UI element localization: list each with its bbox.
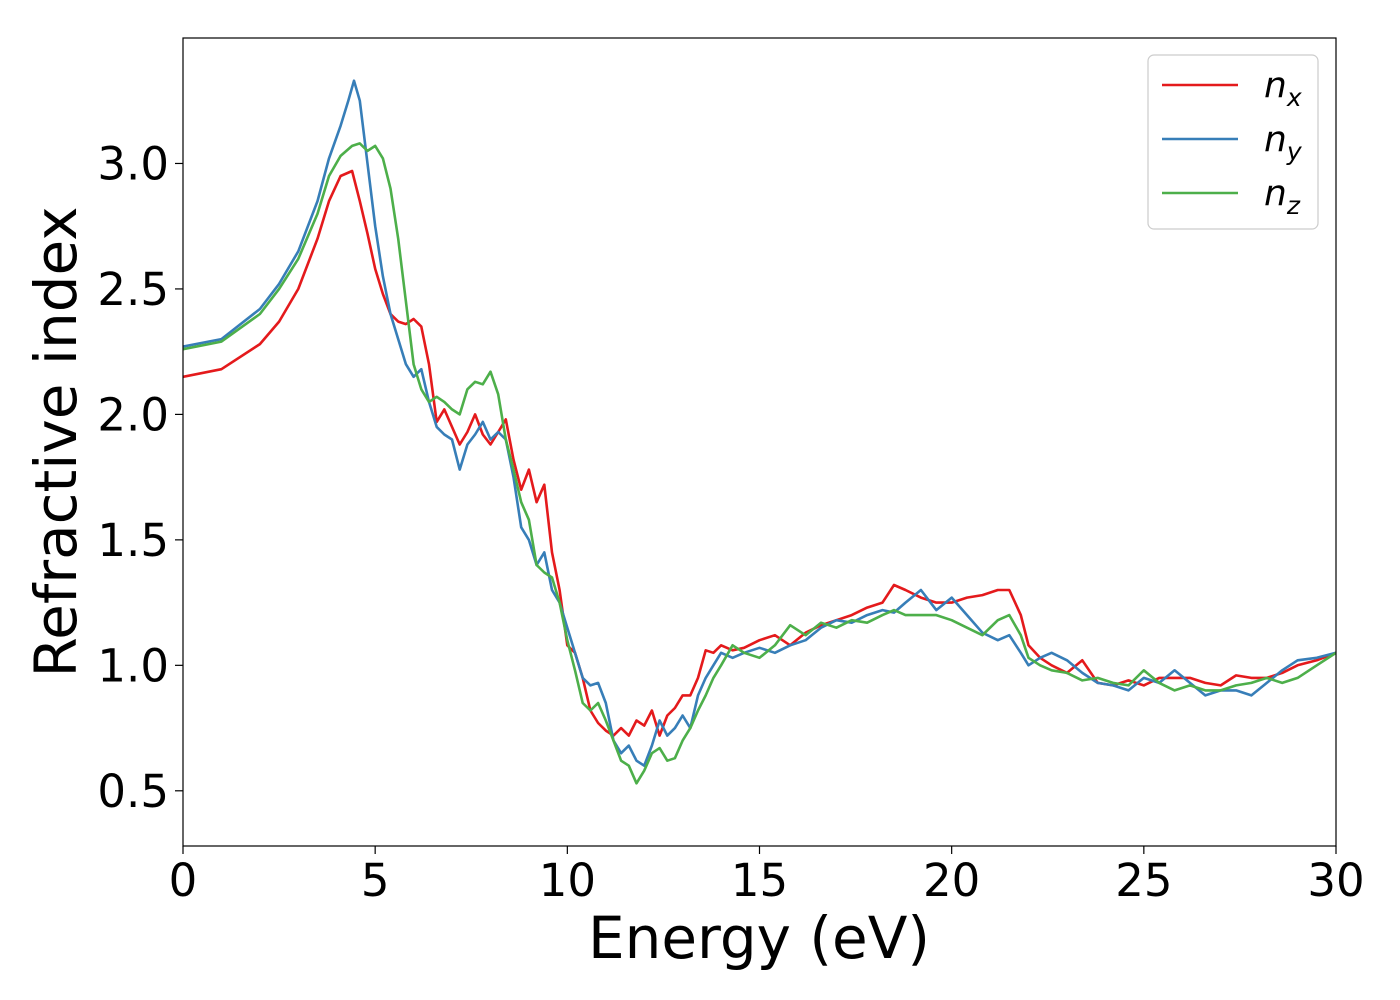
y-tick-label: 3.0 bbox=[97, 137, 169, 190]
series-line-ny bbox=[183, 79, 1336, 768]
x-tick-label: 20 bbox=[923, 854, 980, 907]
x-tick-label: 5 bbox=[361, 854, 390, 907]
y-tick-label: 0.5 bbox=[97, 765, 169, 818]
x-axis: 0 5 10 15 20 25 30 bbox=[169, 846, 1365, 907]
series-line-nz bbox=[183, 142, 1336, 785]
y-axis: 0.5 1.0 1.5 2.0 2.5 3.0 bbox=[97, 137, 183, 818]
legend-label-nz: nz bbox=[1264, 173, 1301, 220]
y-tick-label: 1.5 bbox=[97, 514, 169, 567]
series-layer bbox=[183, 79, 1336, 785]
legend-label-nx: nx bbox=[1264, 65, 1302, 112]
y-axis-label: Refractive index bbox=[22, 206, 90, 677]
x-tick-label: 30 bbox=[1307, 854, 1364, 907]
y-tick-label: 1.0 bbox=[97, 639, 169, 692]
y-tick-label: 2.5 bbox=[97, 263, 169, 316]
x-tick-label: 15 bbox=[731, 854, 788, 907]
y-tick-label: 2.0 bbox=[97, 388, 169, 441]
x-tick-label: 25 bbox=[1115, 854, 1172, 907]
series-line-nx bbox=[183, 169, 1336, 737]
legend-label-ny: ny bbox=[1264, 119, 1303, 166]
x-tick-label: 0 bbox=[169, 854, 198, 907]
x-axis-label: Energy (eV) bbox=[588, 904, 930, 972]
legend-box bbox=[1147, 54, 1319, 230]
legend: nx ny nz bbox=[1147, 54, 1319, 230]
x-tick-label: 10 bbox=[539, 854, 596, 907]
